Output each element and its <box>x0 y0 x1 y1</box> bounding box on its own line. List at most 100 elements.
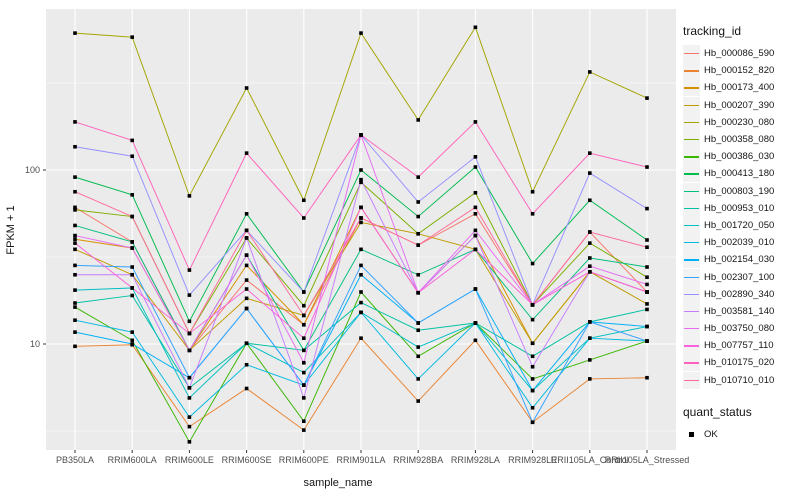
legend-item-label: Hb_001720_050 <box>704 219 775 231</box>
data-point <box>244 212 249 216</box>
data-point <box>187 319 192 324</box>
data-point <box>187 415 192 419</box>
data-point <box>530 377 535 381</box>
data-point <box>130 154 134 159</box>
legend-key-line-icon <box>683 354 700 372</box>
data-point <box>416 243 420 247</box>
data-point <box>473 321 478 325</box>
data-point <box>244 362 249 367</box>
data-point <box>73 247 77 252</box>
legend-key-line-icon <box>683 302 700 320</box>
data-point <box>416 377 420 381</box>
x-axis-title: sample_name <box>303 477 373 489</box>
legend-key-line-icon <box>683 251 700 269</box>
data-point <box>302 428 306 432</box>
x-tick-label: RRIM600PE <box>279 455 329 465</box>
legend-item-Hb_002890_340: Hb_002890_340 <box>683 285 798 303</box>
data-point <box>244 306 249 311</box>
legend-item-label: Hb_000953_010 <box>704 202 775 214</box>
data-point <box>73 344 77 349</box>
legend-item-Hb_000803_190: Hb_000803_190 <box>683 182 798 200</box>
data-point <box>244 296 249 301</box>
legend-key-line-icon <box>683 45 700 63</box>
data-point <box>473 190 478 195</box>
legend-key-point-icon <box>683 425 700 443</box>
data-point <box>187 386 192 390</box>
y-tick-label: 10 <box>30 339 40 349</box>
data-point <box>645 290 649 294</box>
x-tick-label: RRIM928LA <box>451 455 500 465</box>
data-point <box>130 330 134 334</box>
data-point <box>302 290 306 294</box>
legend-key-line-icon <box>683 371 700 389</box>
legend-key-line-icon <box>683 79 700 97</box>
data-point <box>473 233 478 238</box>
data-point <box>73 241 77 245</box>
legend-key-line-icon <box>683 268 700 286</box>
y-tick-label: 100 <box>25 165 40 175</box>
legend-panel: tracking_id Hb_000086_590 Hb_000152_820 Hb… <box>683 24 798 443</box>
data-point <box>588 241 592 245</box>
legend-item-quant-OK: OK <box>683 425 798 443</box>
data-point <box>187 194 192 198</box>
data-point <box>645 339 649 343</box>
data-point <box>588 320 592 324</box>
data-point <box>130 246 134 250</box>
data-point <box>73 189 77 194</box>
x-tick-label: RRIM928LE <box>508 455 557 465</box>
data-point <box>530 364 535 369</box>
data-point <box>302 419 306 424</box>
data-point <box>645 307 649 312</box>
legend-item-label: Hb_002039_010 <box>704 237 775 249</box>
legend-item-label: Hb_010710_010 <box>704 374 775 386</box>
data-point <box>302 383 306 387</box>
data-point <box>473 155 478 159</box>
legend-key-line-icon <box>683 337 700 355</box>
legend-item-Hb_003581_140: Hb_003581_140 <box>683 302 798 320</box>
data-point <box>530 354 535 359</box>
data-point <box>187 348 192 353</box>
data-point <box>187 293 192 297</box>
data-point <box>416 321 420 325</box>
data-point <box>416 175 420 179</box>
data-point <box>302 336 306 340</box>
data-point <box>130 214 134 219</box>
legend-item-Hb_002307_100: Hb_002307_100 <box>683 268 798 286</box>
legend-item-Hb_000413_180: Hb_000413_180 <box>683 165 798 183</box>
legend-title-quant-status: quant_status <box>683 404 752 419</box>
data-point <box>73 288 77 292</box>
data-point <box>473 165 478 169</box>
data-point <box>645 375 649 380</box>
legend-item-Hb_002039_010: Hb_002039_010 <box>683 234 798 252</box>
legend-quant-status: quant_status OK <box>683 405 798 443</box>
data-point <box>530 405 535 410</box>
data-point <box>302 303 306 308</box>
legend-key-line-icon <box>683 113 700 131</box>
data-point <box>130 272 134 277</box>
data-point <box>473 228 478 233</box>
data-point <box>473 120 478 124</box>
data-point <box>244 253 249 257</box>
data-point <box>359 177 363 182</box>
data-point <box>588 256 592 260</box>
data-point <box>588 377 592 381</box>
legend-key-line-icon <box>683 182 700 200</box>
data-point <box>359 180 363 185</box>
legend-key-line-icon <box>683 320 700 338</box>
data-point <box>130 293 134 298</box>
data-point <box>73 272 77 277</box>
data-point <box>244 263 249 268</box>
data-point <box>359 133 363 137</box>
data-point <box>73 175 77 179</box>
legend-key-line-icon <box>683 148 700 166</box>
data-point <box>645 238 649 242</box>
data-point <box>359 310 363 315</box>
data-point <box>73 301 77 305</box>
data-point <box>588 269 592 274</box>
data-point <box>244 228 249 233</box>
x-tick-label: RRII105LA_Stressed <box>605 455 690 465</box>
data-point <box>73 330 77 334</box>
data-point <box>187 375 192 380</box>
x-tick-label: RRIM600SE <box>222 455 272 465</box>
data-point <box>416 328 420 333</box>
